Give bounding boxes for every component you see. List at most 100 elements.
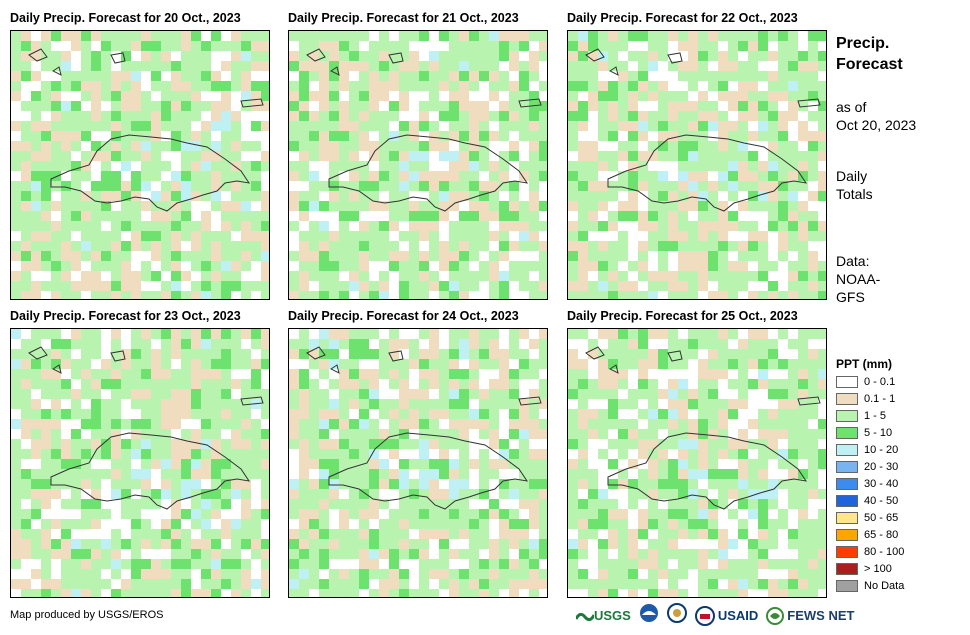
precip-cell: [161, 399, 171, 409]
precip-cell: [241, 509, 251, 519]
precip-cell: [231, 211, 241, 221]
legend-title: PPT (mm): [836, 357, 893, 371]
precip-cell: [369, 459, 379, 469]
precip-cell: [708, 61, 718, 71]
precip-cell: [658, 81, 668, 91]
precip-cell: [618, 589, 628, 597]
precip-cell: [618, 111, 628, 121]
precip-cell: [409, 369, 419, 379]
precip-cell: [231, 479, 241, 489]
precip-cell: [201, 131, 211, 141]
precip-cell: [499, 469, 509, 479]
precip-cell: [608, 579, 618, 589]
precip-cell: [91, 161, 101, 171]
precip-cell: [221, 111, 231, 121]
precip-cell: [539, 231, 547, 241]
precip-cell: [399, 399, 409, 409]
precip-cell: [319, 439, 329, 449]
precip-cell: [329, 459, 339, 469]
precip-cell: [708, 409, 718, 419]
precip-cell: [369, 101, 379, 111]
island-outline: [110, 350, 126, 362]
precip-cell: [221, 579, 231, 589]
precip-cell: [509, 211, 519, 221]
precip-cell: [728, 409, 738, 419]
precip-cell: [349, 231, 359, 241]
precip-cell: [11, 101, 21, 111]
precip-cell: [758, 291, 768, 299]
precip-cell: [221, 519, 231, 529]
precip-cell: [509, 339, 519, 349]
precip-cell: [568, 509, 578, 519]
precip-cell: [588, 31, 598, 41]
totals-line1: Daily: [836, 168, 868, 184]
precip-cell: [409, 419, 419, 429]
precip-cell: [261, 141, 269, 151]
precip-cell: [409, 539, 419, 549]
precip-cell: [231, 469, 241, 479]
precip-cell: [21, 399, 31, 409]
precip-cell: [201, 459, 211, 469]
precip-cell: [708, 589, 718, 597]
precip-cell: [261, 339, 269, 349]
precip-cell: [479, 379, 489, 389]
precip-cell: [539, 81, 547, 91]
precip-cell: [588, 51, 598, 61]
precip-cell: [668, 549, 678, 559]
precip-cell: [728, 499, 738, 509]
precip-cell: [329, 329, 339, 339]
precip-cell: [708, 31, 718, 41]
precip-cell: [439, 51, 449, 61]
precip-cell: [339, 141, 349, 151]
precip-cell: [211, 81, 221, 91]
precip-cell: [459, 329, 469, 339]
precip-cell: [578, 31, 588, 41]
precip-cell: [439, 379, 449, 389]
precip-cell: [379, 211, 389, 221]
precip-cell: [31, 439, 41, 449]
precip-cell: [81, 509, 91, 519]
precip-cell: [379, 499, 389, 509]
precip-cell: [211, 181, 221, 191]
precip-cell: [389, 51, 399, 61]
precip-cell: [449, 409, 459, 419]
precip-cell: [588, 211, 598, 221]
precip-cell: [121, 141, 131, 151]
precip-cell: [349, 201, 359, 211]
precip-cell: [349, 221, 359, 231]
precip-cell: [191, 51, 201, 61]
precip-cell: [101, 211, 111, 221]
precip-cell: [121, 419, 131, 429]
precip-cell: [309, 161, 319, 171]
precip-cell: [738, 31, 748, 41]
precip-cell: [678, 459, 688, 469]
precip-cell: [578, 251, 588, 261]
precip-cell: [728, 569, 738, 579]
precip-cell: [289, 559, 299, 569]
precip-cell: [479, 261, 489, 271]
precip-cell: [379, 379, 389, 389]
precip-cell: [748, 191, 758, 201]
precip-cell: [698, 469, 708, 479]
precip-cell: [339, 449, 349, 459]
precip-cell: [339, 479, 349, 489]
precip-cell: [648, 469, 658, 479]
precip-cell: [419, 291, 429, 299]
precip-cell: [349, 191, 359, 201]
precip-cell: [91, 121, 101, 131]
precip-cell: [61, 479, 71, 489]
precip-cell: [289, 429, 299, 439]
precip-cell: [469, 329, 479, 339]
precip-cell: [539, 171, 547, 181]
precip-cell: [499, 429, 509, 439]
precip-cell: [578, 191, 588, 201]
precip-cell: [668, 409, 678, 419]
precip-cell: [588, 479, 598, 489]
precip-cell: [568, 101, 578, 111]
precip-cell: [379, 121, 389, 131]
precip-cell: [648, 429, 658, 439]
precip-cell: [748, 559, 758, 569]
precip-cell: [141, 231, 151, 241]
precip-cell: [628, 201, 638, 211]
precip-cell: [618, 379, 628, 389]
